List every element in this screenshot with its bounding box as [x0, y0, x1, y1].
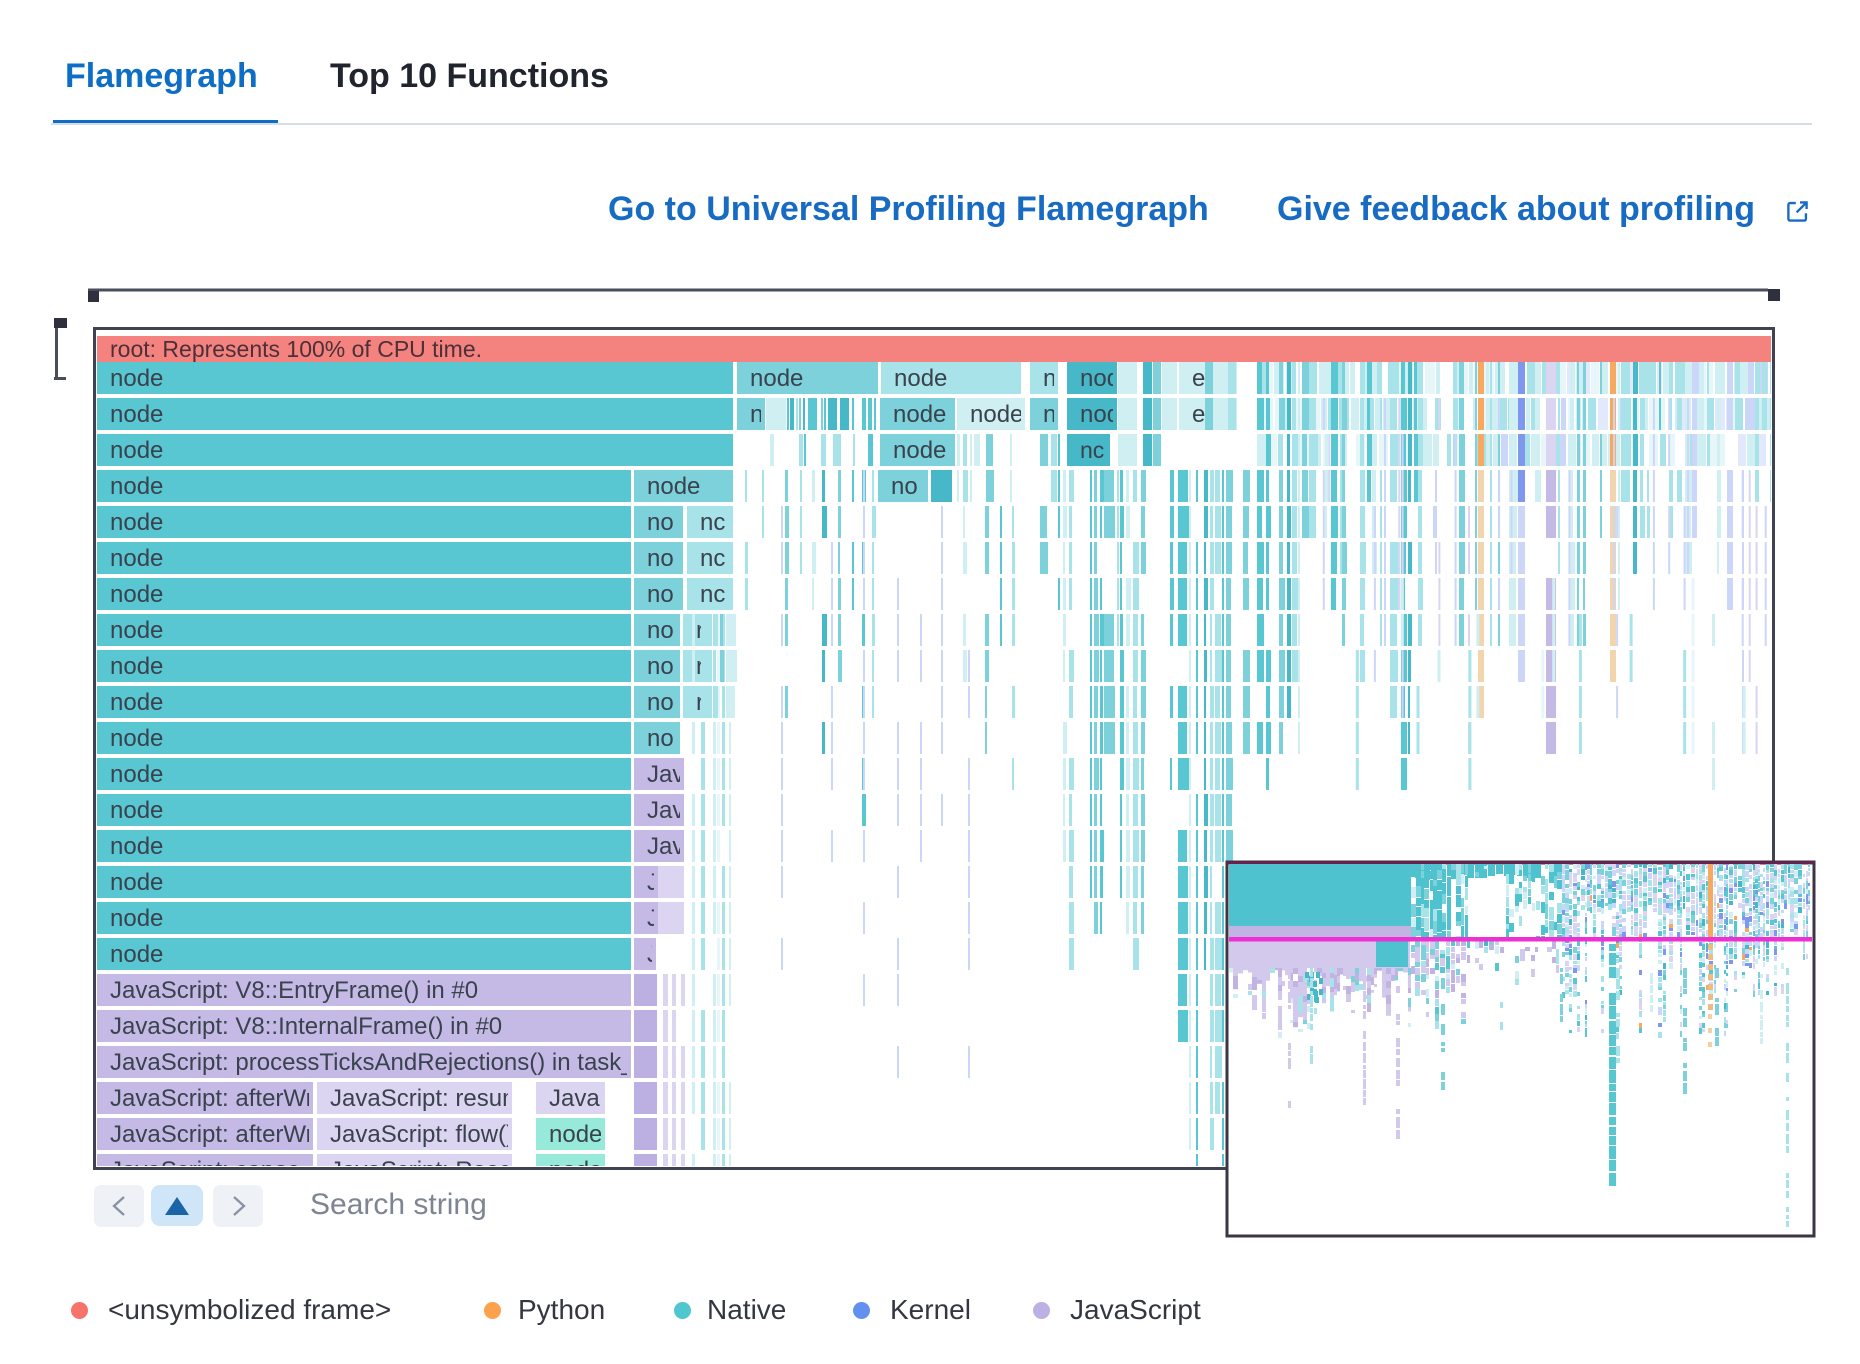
svg-text:node: node [110, 617, 163, 644]
svg-text:r: r [696, 653, 704, 680]
svg-text:node: node [647, 473, 700, 500]
svg-text:node: node [110, 581, 163, 608]
svg-text:n: n [750, 401, 763, 428]
svg-text:Jav: Jav [647, 833, 684, 860]
svg-text:node: node [110, 401, 163, 428]
svg-text:e: e [1192, 401, 1205, 428]
svg-text:JavaScript: JavaScript [549, 1085, 661, 1112]
svg-text:JavaScript: resume() in s: JavaScript: resume() in s [330, 1085, 595, 1112]
svg-text:node: node [970, 401, 1023, 428]
svg-text:r: r [696, 689, 704, 716]
svg-text:nc: nc [700, 509, 725, 536]
svg-text:e: e [1192, 365, 1205, 392]
svg-text:JavaScript: flow() in str: JavaScript: flow() in str [330, 1121, 573, 1148]
svg-text:nc: nc [700, 545, 725, 572]
svg-text:node: node [110, 473, 163, 500]
svg-text:node: node [750, 365, 803, 392]
svg-text:no: no [647, 725, 674, 752]
svg-text:node: node [893, 437, 946, 464]
svg-text:node: node [893, 401, 946, 428]
svg-text:r: r [696, 617, 704, 644]
svg-text:no: no [891, 473, 918, 500]
svg-text:JavaScript: canoc: JavaScript: canoc [110, 1157, 299, 1184]
svg-text:no: no [647, 509, 674, 536]
svg-text:JavaScript: V8::InternalFrame(: JavaScript: V8::InternalFrame() in #0 [110, 1013, 502, 1040]
svg-text:node: node [110, 545, 163, 572]
svg-text:node: node [110, 365, 163, 392]
svg-text:node: node [1080, 401, 1133, 428]
svg-text:node: node [1043, 365, 1096, 392]
svg-text:Jav: Jav [647, 761, 684, 788]
svg-text:node: node [1080, 365, 1133, 392]
svg-text:no: no [647, 545, 674, 572]
svg-text:node: node [110, 905, 163, 932]
svg-text:node: node [894, 365, 947, 392]
svg-text:node: node [110, 833, 163, 860]
svg-text:JavaScript: afterWrite() in: JavaScript: afterWrite() in [110, 1121, 380, 1148]
svg-text:root: Represents 100% of CPU t: root: Represents 100% of CPU time. [110, 336, 482, 362]
svg-text:node: node [110, 437, 163, 464]
svg-text:node: node [549, 1157, 602, 1184]
svg-text:JavaScript: V8::EntryFrame() i: JavaScript: V8::EntryFrame() in #0 [110, 977, 478, 1004]
svg-text:node: node [110, 653, 163, 680]
svg-text:no: no [647, 617, 674, 644]
svg-text:node: node [549, 1121, 602, 1148]
svg-text:node: node [110, 725, 163, 752]
svg-text:no: no [647, 653, 674, 680]
svg-text:node: node [110, 689, 163, 716]
svg-text:J: J [647, 869, 659, 896]
svg-text:J: J [647, 905, 659, 932]
svg-text:node: node [110, 941, 163, 968]
svg-text:node: node [110, 869, 163, 896]
svg-text:JavaScript: afterWrite() in: JavaScript: afterWrite() in [110, 1085, 380, 1112]
svg-text:nc: nc [700, 581, 725, 608]
svg-text:J: J [647, 941, 659, 968]
svg-text:JavaScript: Readd: JavaScript: Readd [330, 1157, 526, 1184]
svg-text:Jav: Jav [647, 797, 684, 824]
svg-text:node: node [110, 761, 163, 788]
svg-text:nc: nc [1080, 437, 1104, 463]
svg-text:n: n [1043, 401, 1056, 428]
svg-text:no: no [647, 689, 674, 716]
svg-text:node: node [110, 509, 163, 536]
svg-text:JavaScript: processTicksAndRej: JavaScript: processTicksAndRejections() … [110, 1049, 713, 1076]
svg-text:no: no [647, 581, 674, 608]
svg-text:node: node [110, 797, 163, 824]
